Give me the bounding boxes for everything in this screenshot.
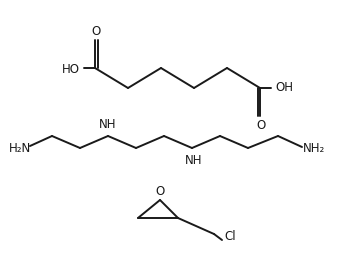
Text: HO: HO: [62, 62, 80, 76]
Text: OH: OH: [275, 81, 293, 93]
Text: O: O: [155, 184, 165, 198]
Text: O: O: [91, 25, 101, 38]
Text: NH: NH: [185, 154, 203, 167]
Text: Cl: Cl: [224, 231, 236, 243]
Text: O: O: [256, 119, 266, 132]
Text: NH: NH: [99, 118, 117, 131]
Text: H₂N: H₂N: [9, 141, 31, 155]
Text: NH₂: NH₂: [303, 141, 325, 155]
